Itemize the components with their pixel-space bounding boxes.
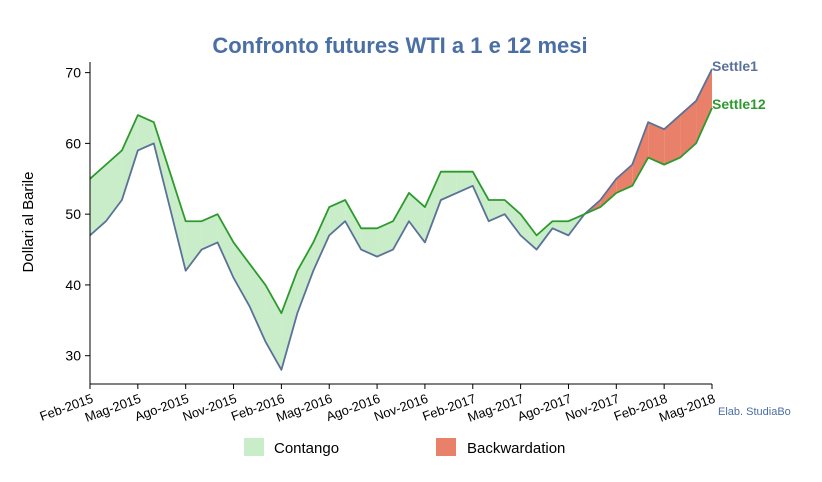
spread-segment <box>265 284 282 370</box>
x-tick-label: Nov-2015 <box>180 391 238 424</box>
spread-segment <box>472 171 489 222</box>
y-axis-label: Dollari al Barile <box>20 172 37 273</box>
spread-segment <box>536 221 553 250</box>
spread-segment <box>377 221 394 257</box>
legend-swatch-backwardation <box>436 438 456 456</box>
x-tick-label: Nov-2016 <box>372 391 430 424</box>
series-label-settle1: Settle1 <box>712 58 758 74</box>
axes <box>89 62 712 385</box>
spread-segment <box>297 242 314 314</box>
spread-segment <box>680 100 697 158</box>
spread-segment <box>648 122 665 165</box>
x-tick-label: Ago-2016 <box>324 391 382 424</box>
spread-areas <box>90 69 712 370</box>
spread-segment <box>90 164 106 236</box>
spread-segment <box>520 214 537 250</box>
spread-segment <box>345 200 362 250</box>
spread-segment <box>281 270 298 370</box>
spread-segment <box>137 115 154 151</box>
y-tick-label: 40 <box>65 277 81 293</box>
spread-segment <box>201 214 218 250</box>
spread-segment <box>361 228 378 257</box>
y-tick-label: 50 <box>65 206 81 222</box>
spread-segment <box>552 221 569 236</box>
spread-segment <box>233 242 250 307</box>
y-tick-label: 60 <box>65 135 81 151</box>
spread-segment <box>664 115 681 165</box>
spread-segment <box>632 122 649 186</box>
spread-segment <box>249 263 266 342</box>
spread-segment <box>696 69 712 144</box>
spread-segment <box>329 200 346 236</box>
spread-segment <box>217 214 234 278</box>
x-ticks: Feb-2015Mag-2015Ago-2015Nov-2015Feb-2016… <box>38 384 717 425</box>
legend-label-contango: Contango <box>274 440 339 457</box>
x-tick-label: Ago-2017 <box>515 391 573 424</box>
spread-segment <box>121 115 138 200</box>
spread-segment <box>105 150 122 222</box>
legend: Contango Backwardation <box>244 438 565 457</box>
series-line-settle1 <box>89 68 713 371</box>
series-line-settle12 <box>89 107 713 315</box>
spread-segment <box>424 171 441 243</box>
spread-segment <box>440 171 457 200</box>
spread-segment <box>169 171 186 271</box>
spread-segment <box>488 200 505 222</box>
credit-text: Elab. StudiaBo <box>718 406 791 418</box>
spread-segment <box>408 192 425 243</box>
spread-segment <box>393 192 409 250</box>
spread-segment <box>600 178 617 208</box>
x-tick-label: Ago-2015 <box>133 391 191 424</box>
y-tick-label: 30 <box>65 348 81 364</box>
legend-swatch-contango <box>244 438 264 456</box>
y-ticks: 30 40 50 60 70 <box>65 65 90 364</box>
y-tick-label: 70 <box>65 65 81 81</box>
spread-segment <box>504 200 521 236</box>
x-tick-label: Nov-2017 <box>563 391 621 424</box>
series-label-settle12: Settle12 <box>712 96 766 112</box>
spread-segment <box>185 221 202 271</box>
spread-segment <box>313 207 330 271</box>
spread-segment <box>616 164 633 193</box>
chart-title: Confronto futures WTI a 1 e 12 mesi <box>212 33 587 58</box>
series-lines <box>89 68 713 371</box>
legend-label-backwardation: Backwardation <box>467 440 565 457</box>
spread-segment <box>153 122 170 208</box>
